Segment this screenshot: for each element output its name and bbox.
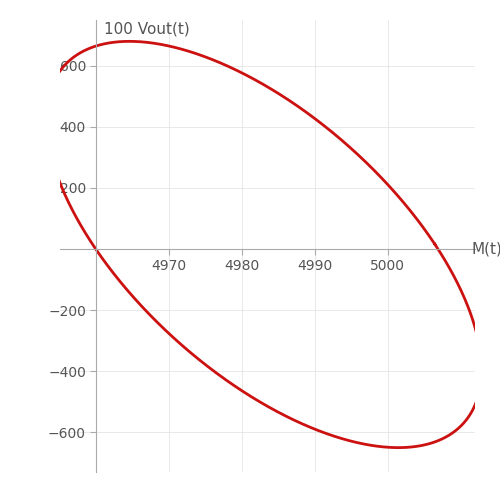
Text: M(t): M(t) [472, 242, 500, 256]
Text: 100 Vout(t): 100 Vout(t) [104, 21, 190, 36]
